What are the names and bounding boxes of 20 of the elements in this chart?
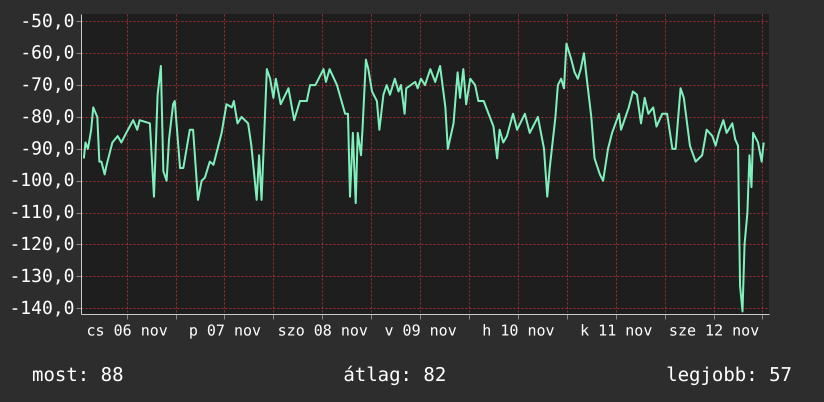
y-tick-label: -50,0 (20, 10, 74, 32)
y-tick-label: -110,0 (9, 202, 74, 224)
x-tick-label: sze 12 nov (668, 322, 760, 340)
x-tick-label: v 09 nov (384, 322, 457, 340)
y-tick-label: -120,0 (9, 234, 74, 255)
x-tick-label: k 11 nov (580, 322, 652, 340)
text: most: 88 (32, 364, 124, 386)
y-tick-label: -80,0 (20, 106, 74, 128)
x-tick-label: szo 08 nov (278, 322, 368, 340)
y-tick-label: -130,0 (9, 266, 74, 287)
y-tick-label: -90,0 (20, 138, 74, 160)
x-tick-label: h 10 nov (482, 322, 555, 340)
y-tick-label: -70,0 (20, 74, 74, 96)
y-tick-label: -60,0 (20, 42, 74, 64)
x-tick-label: cs 06 nov (86, 322, 168, 340)
text: legjobb: 57 (666, 364, 792, 386)
text: átlag: 82 (343, 364, 446, 386)
y-tick-label: -140,0 (9, 298, 74, 319)
x-tick-label: p 07 nov (188, 322, 262, 340)
y-tick-label: -100,0 (9, 170, 74, 192)
